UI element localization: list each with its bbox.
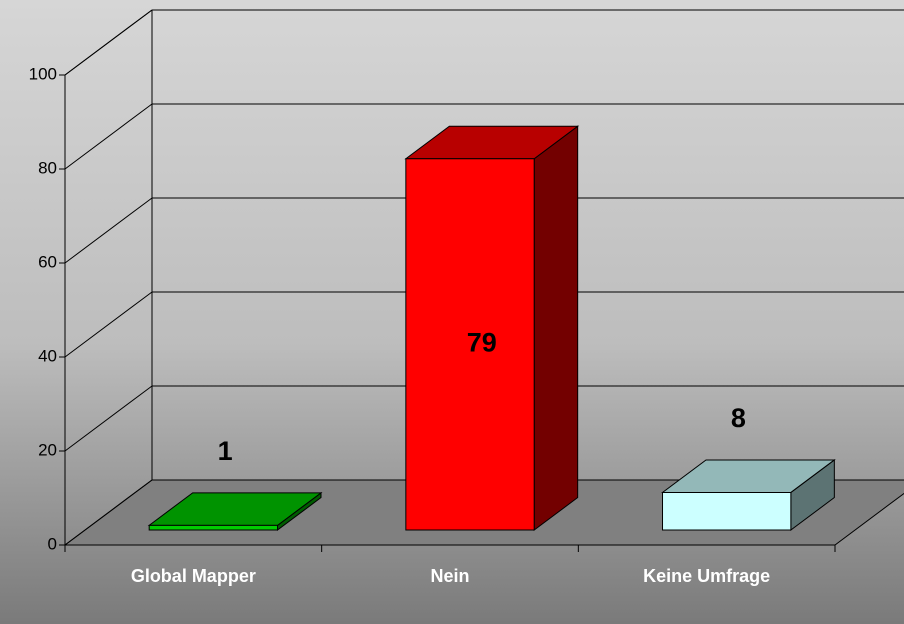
y-tick-label: 100 (29, 64, 57, 83)
grid-line (64, 385, 153, 452)
grid-line (64, 103, 153, 170)
bar (405, 158, 535, 531)
y-tick-label: 60 (38, 252, 57, 271)
bar (148, 524, 279, 531)
y-tick-label: 20 (38, 440, 57, 459)
x-tick-label: Nein (430, 566, 470, 586)
x-tick-label: Keine Umfrage (643, 566, 771, 586)
y-tick-label: 80 (38, 158, 57, 177)
y-tick-label: 40 (38, 346, 57, 365)
y-tick-label: 0 (48, 534, 57, 553)
bar (662, 491, 792, 531)
x-tick-label: Global Mapper (130, 566, 256, 586)
grid-line (64, 291, 153, 358)
value-label: 1 (218, 436, 233, 466)
value-label: 8 (731, 403, 746, 433)
value-label: 79 (467, 328, 497, 358)
grid-line (64, 197, 153, 264)
grid-line (64, 479, 153, 546)
grid-line (64, 9, 153, 76)
bar-side (533, 125, 579, 532)
